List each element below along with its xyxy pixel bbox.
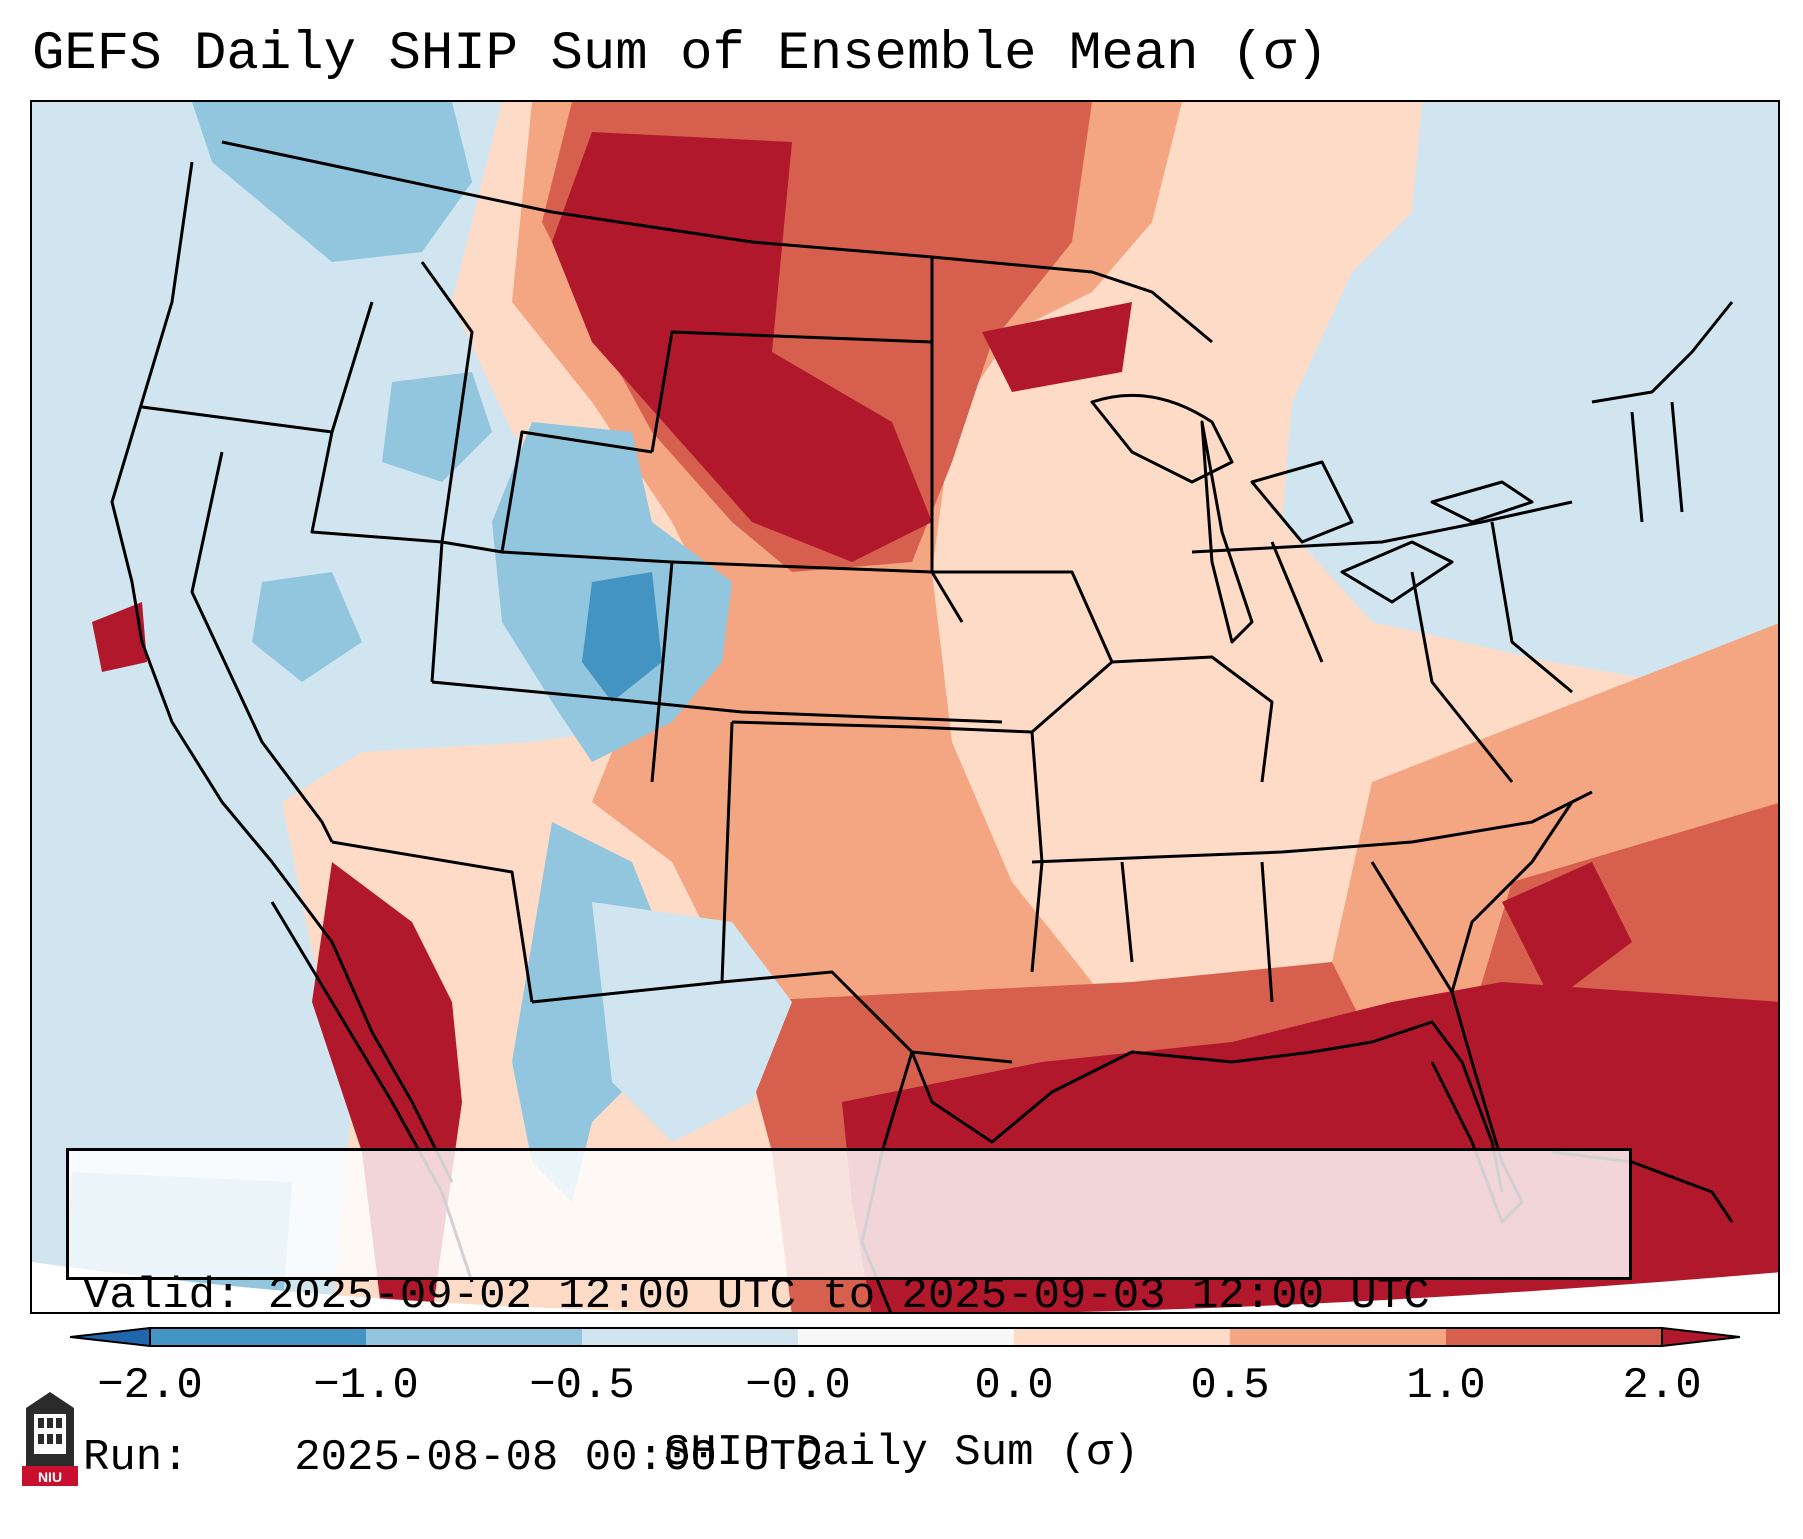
colorbar-bin-7 [1446,1328,1662,1346]
tick-label: −0.5 [529,1361,635,1411]
tick-label: 0.0 [974,1361,1054,1411]
tick-label: 1.0 [1406,1361,1486,1411]
map-canvas [32,102,1778,1312]
tick-label: −1.0 [313,1361,419,1411]
valid-value: 2025-09-02 12:00 UTC to 2025-09-03 12:00… [267,1271,1430,1321]
tick-label: −0.0 [745,1361,851,1411]
tick-label: −2.0 [97,1361,203,1411]
colorbar-ticks: −2.0 −1.0 −0.5 −0.0 0.0 0.5 1.0 2.0 [0,1360,1803,1420]
colorbar-bin-6 [1230,1328,1446,1346]
tick-label: 0.5 [1190,1361,1270,1411]
colorbar-bin-2 [366,1328,582,1346]
colorbar [70,1326,1740,1348]
state-boundaries [110,140,1734,1312]
niu-logo-icon: NIU [22,1392,78,1486]
valid-label: Valid: [83,1271,242,1321]
tick-label: 2.0 [1622,1361,1702,1411]
valid-line: Valid: 2025-09-02 12:00 UTC to 2025-09-0… [83,1269,1615,1323]
colorbar-label: SHIP Daily Sum (σ) [663,1428,1140,1478]
map-title: GEFS Daily SHIP Sum of Ensemble Mean (σ) [32,24,1329,85]
colorbar-bin-0 [70,1326,151,1348]
logo-text: NIU [38,1469,62,1485]
map-panel [30,100,1780,1314]
colorbar-bin-4 [798,1328,1014,1346]
colorbar-bin-8 [1661,1326,1740,1348]
colorbar-bin-3 [582,1328,798,1346]
run-value: 2025-08-08 00:00 UTC [294,1433,823,1483]
run-line: Run: 2025-08-08 00:00 UTC [83,1431,1615,1485]
colorbar-bin-5 [1014,1328,1230,1346]
run-label: Run: [83,1433,189,1483]
anomaly-field [32,102,1778,1312]
valid-run-info-box: Valid: 2025-09-02 12:00 UTC to 2025-09-0… [66,1148,1632,1483]
colorbar-bin-1 [150,1328,366,1346]
